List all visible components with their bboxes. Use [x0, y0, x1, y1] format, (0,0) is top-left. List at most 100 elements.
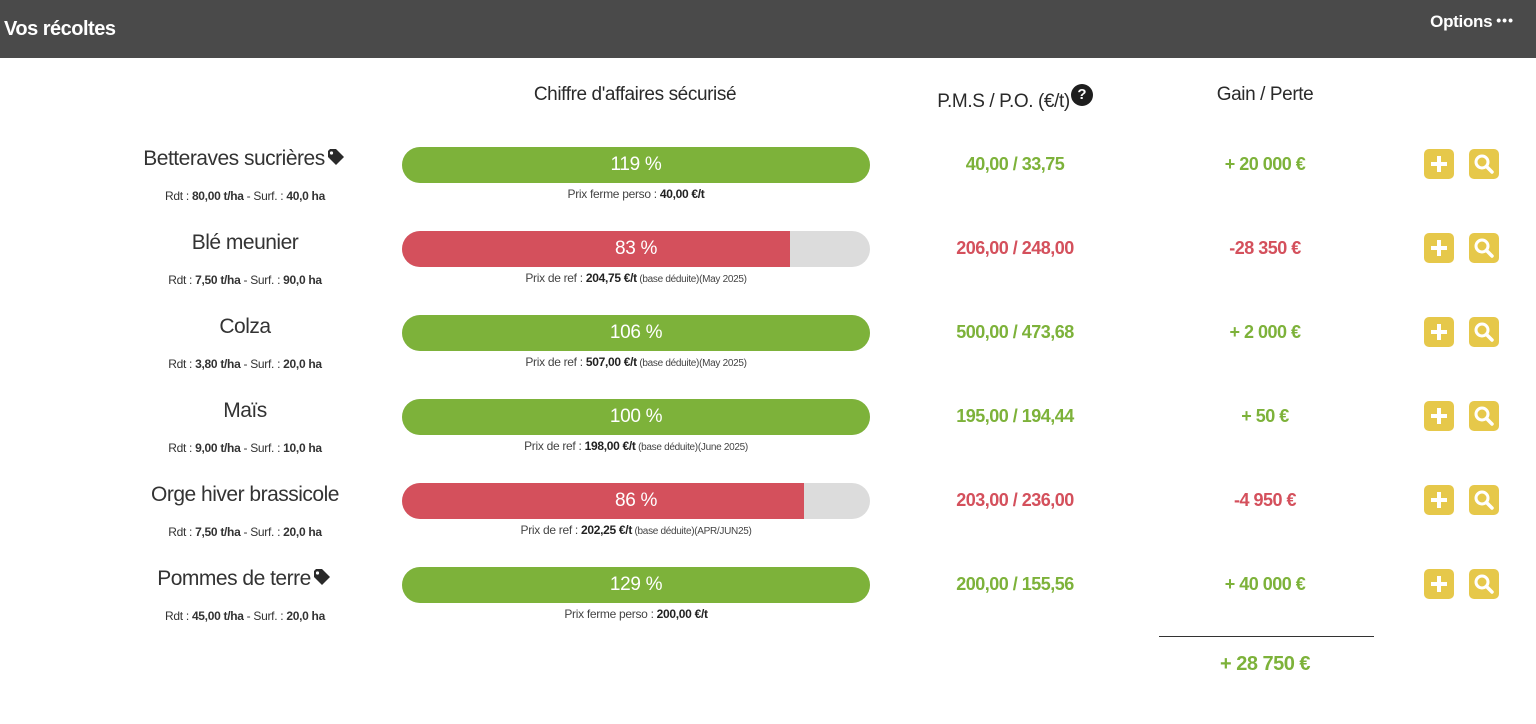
- secured-revenue-percent: 129 %: [609, 574, 663, 595]
- rdt-label: Rdt :: [168, 357, 196, 371]
- crop-row: Colza Rdt : 3,80 t/ha - Surf. : 20,0 ha 10…: [0, 315, 1536, 399]
- add-button[interactable]: [1424, 149, 1454, 179]
- price-note-value: 507,00 €/t: [585, 355, 637, 369]
- price-note-prefix: Prix ferme perso :: [567, 187, 660, 201]
- secured-revenue-percent: 86 %: [614, 490, 658, 511]
- crop-meta: Rdt : 9,00 t/ha - Surf. : 10,0 ha: [120, 441, 370, 455]
- reference-price-note: Prix de ref : 204,75 €/t (base déduite)(…: [402, 271, 870, 285]
- detail-button[interactable]: [1469, 149, 1499, 179]
- magnifier-icon: [1474, 490, 1494, 510]
- pms-po-value: 203,00 / 236,00: [956, 490, 1074, 510]
- crop-row: Blé meunier Rdt : 7,50 t/ha - Surf. : 90,…: [0, 231, 1536, 315]
- crop-name-label: Orge hiver brassicole: [151, 483, 339, 506]
- page-title: Vos récoltes: [4, 18, 116, 40]
- add-button[interactable]: [1424, 401, 1454, 431]
- surf-value: 20,0 ha: [283, 357, 322, 371]
- secured-revenue-bar-fill: [402, 147, 870, 183]
- reference-price-note: Prix ferme perso : 200,00 €/t: [402, 607, 870, 621]
- price-note-prefix: Prix de ref :: [520, 523, 581, 537]
- secured-revenue-percent: 106 %: [609, 322, 663, 343]
- rdt-label: Rdt :: [165, 189, 192, 203]
- secured-revenue-bar-fill: [402, 483, 804, 519]
- gain-loss-value: -4 950 €: [1233, 490, 1297, 510]
- crop-meta: Rdt : 80,00 t/ha - Surf. : 40,0 ha: [120, 189, 370, 203]
- total-divider: [1159, 636, 1374, 637]
- surf-value: 20,0 ha: [286, 609, 325, 623]
- price-note-suffix: (base déduite)(June 2025): [635, 442, 748, 453]
- rdt-label: Rdt :: [165, 609, 192, 623]
- price-note-value: 200,00 €/t: [656, 607, 708, 621]
- plus-icon: [1431, 240, 1447, 256]
- column-header-ca: Chiffre d'affaires sécurisé: [533, 84, 737, 105]
- price-note-value: 40,00 €/t: [659, 187, 705, 201]
- add-button[interactable]: [1424, 233, 1454, 263]
- price-note-value: 202,25 €/t: [580, 523, 633, 537]
- secured-revenue-bar: 119 %: [402, 147, 870, 183]
- column-header-pms: P.M.S / P.O. (€/t)?: [900, 84, 1130, 113]
- crop-row: Betteraves sucrières Rdt : 80,00 t/ha - S…: [0, 147, 1536, 231]
- gain-loss-value: + 50 €: [1241, 406, 1289, 426]
- crop-name: Betteraves sucrières: [120, 147, 370, 171]
- rdt-value: 9,00 t/ha: [195, 441, 241, 455]
- plus-icon: [1431, 492, 1447, 508]
- crop-meta: Rdt : 45,00 t/ha - Surf. : 20,0 ha: [120, 609, 370, 623]
- secured-revenue-bar-fill: [402, 567, 870, 603]
- surf-label: - Surf. :: [243, 189, 287, 203]
- secured-revenue-bar: 100 %: [402, 399, 870, 435]
- crop-name-label: Betteraves sucrières: [143, 147, 325, 170]
- secured-revenue-bar: 86 %: [402, 483, 870, 519]
- add-button[interactable]: [1424, 485, 1454, 515]
- reference-price-note: Prix de ref : 202,25 €/t (base déduite)(…: [402, 523, 870, 537]
- plus-icon: [1431, 156, 1447, 172]
- column-header-pms-label: P.M.S / P.O. (€/t): [937, 91, 1070, 112]
- gain-loss-value: -28 350 €: [1229, 238, 1301, 258]
- rdt-label: Rdt :: [168, 441, 196, 455]
- price-note-suffix: (base déduite)(APR/JUN25): [632, 526, 752, 537]
- magnifier-icon: [1474, 322, 1494, 342]
- detail-button[interactable]: [1469, 569, 1499, 599]
- surf-label: - Surf. :: [240, 525, 284, 539]
- crop-name: Pommes de terre: [120, 567, 370, 591]
- magnifier-icon: [1474, 154, 1494, 174]
- header-bar: Vos récoltes Options •••: [0, 0, 1536, 58]
- surf-label: - Surf. :: [240, 441, 284, 455]
- gain-loss-value: + 40 000 €: [1224, 574, 1306, 594]
- total-gain: + 28 750 €: [1219, 653, 1311, 675]
- price-note-suffix: (base déduite)(May 2025): [636, 274, 747, 285]
- price-note-prefix: Prix de ref :: [524, 439, 585, 453]
- rdt-value: 7,50 t/ha: [195, 273, 241, 287]
- crop-name-label: Pommes de terre: [157, 567, 311, 590]
- crop-row: Pommes de terre Rdt : 45,00 t/ha - Surf. …: [0, 567, 1536, 651]
- secured-revenue-bar: 106 %: [402, 315, 870, 351]
- crop-meta: Rdt : 7,50 t/ha - Surf. : 90,0 ha: [120, 273, 370, 287]
- options-menu-button[interactable]: Options •••: [1430, 12, 1514, 32]
- reference-price-note: Prix de ref : 507,00 €/t (base déduite)(…: [402, 355, 870, 369]
- secured-revenue-bar-fill: [402, 315, 870, 351]
- plus-icon: [1431, 324, 1447, 340]
- secured-revenue-percent: 119 %: [610, 154, 662, 175]
- price-note-value: 204,75 €/t: [585, 271, 637, 285]
- detail-button[interactable]: [1469, 233, 1499, 263]
- crop-name: Maïs: [120, 399, 370, 423]
- add-button[interactable]: [1424, 317, 1454, 347]
- pms-po-value: 206,00 / 248,00: [956, 238, 1074, 258]
- pms-po-value: 500,00 / 473,68: [956, 322, 1074, 342]
- rdt-value: 7,50 t/ha: [195, 525, 241, 539]
- crop-meta: Rdt : 7,50 t/ha - Surf. : 20,0 ha: [120, 525, 370, 539]
- rdt-label: Rdt :: [168, 525, 196, 539]
- pms-po-value: 195,00 / 194,44: [956, 406, 1074, 426]
- help-icon[interactable]: ?: [1070, 84, 1093, 106]
- rdt-value: 80,00 t/ha: [191, 189, 244, 203]
- detail-button[interactable]: [1469, 485, 1499, 515]
- plus-icon: [1431, 408, 1447, 424]
- tag-icon: [327, 148, 347, 165]
- detail-button[interactable]: [1469, 401, 1499, 431]
- crop-row: Orge hiver brassicole Rdt : 7,50 t/ha - S…: [0, 483, 1536, 567]
- detail-button[interactable]: [1469, 317, 1499, 347]
- reference-price-note: Prix ferme perso : 40,00 €/t: [402, 187, 870, 201]
- surf-label: - Surf. :: [243, 609, 287, 623]
- price-note-suffix: (base déduite)(May 2025): [636, 358, 747, 369]
- add-button[interactable]: [1424, 569, 1454, 599]
- price-note-value: 198,00 €/t: [584, 439, 636, 453]
- secured-revenue-bar: 83 %: [402, 231, 870, 267]
